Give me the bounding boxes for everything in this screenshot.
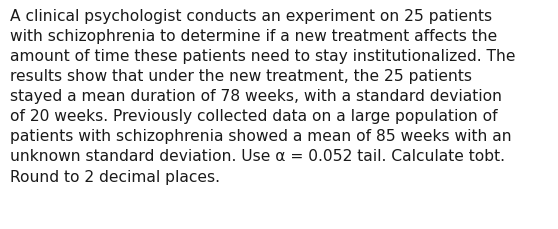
Text: A clinical psychologist conducts an experiment on 25 patients
with schizophrenia: A clinical psychologist conducts an expe…	[10, 9, 516, 184]
